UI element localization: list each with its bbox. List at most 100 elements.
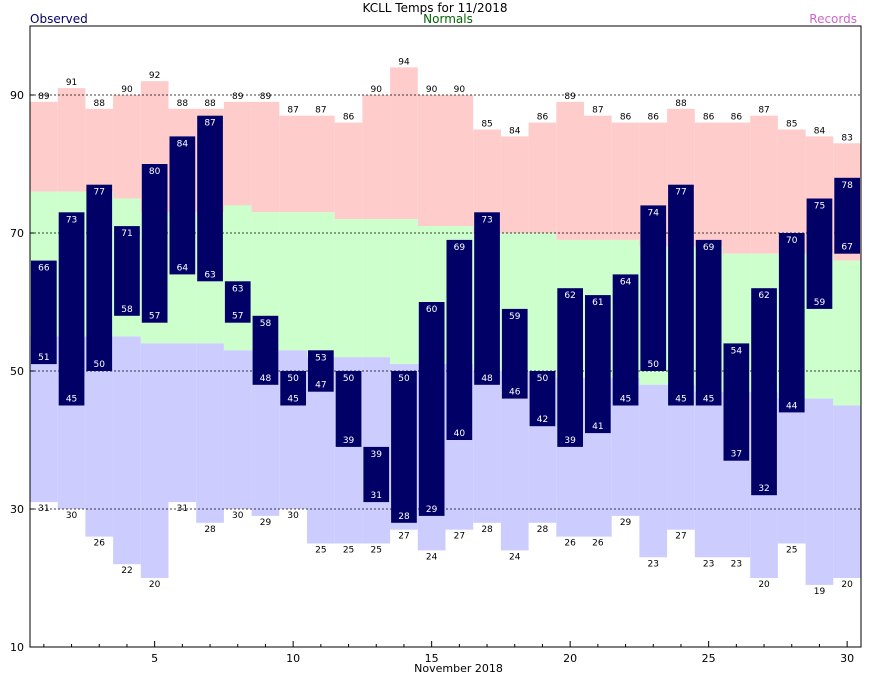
- observed-bar: [778, 233, 805, 413]
- observed-high-label: 64: [620, 277, 632, 287]
- record-low-label: 28: [481, 525, 493, 535]
- observed-high-label: 77: [94, 188, 105, 198]
- record-low-label: 24: [509, 552, 521, 562]
- observed-low-label: 50: [94, 360, 106, 370]
- observed-high-label: 87: [204, 119, 215, 129]
- record-high-label: 90: [426, 85, 438, 95]
- record-high-label: 86: [648, 113, 660, 123]
- record-high-label: 89: [232, 92, 244, 102]
- record-high-band: [584, 115, 612, 240]
- observed-low-label: 50: [648, 360, 660, 370]
- observed-high-label: 75: [814, 202, 825, 212]
- observed-bar: [751, 288, 777, 496]
- record-low-band: [113, 336, 141, 565]
- record-low-label: 25: [315, 546, 326, 556]
- x-tick-label: 10: [286, 652, 300, 665]
- observed-high-label: 69: [703, 243, 715, 253]
- record-high-band: [113, 95, 141, 199]
- x-tick-label: 30: [840, 652, 854, 665]
- observed-bar: [557, 288, 583, 447]
- observed-bar: [640, 205, 667, 371]
- record-low-label: 25: [343, 546, 354, 556]
- axis-tick-layer: 10 30 50 70 90 5 10 15 20 25 30: [10, 89, 854, 665]
- record-high-label: 89: [564, 92, 576, 102]
- observed-high-label: 77: [675, 188, 686, 198]
- legend-observed: Observed: [30, 12, 88, 26]
- record-high-band: [30, 101, 58, 192]
- observed-low-label: 29: [426, 505, 438, 515]
- observed-bar: [114, 226, 140, 316]
- record-low-label: 26: [94, 539, 106, 549]
- record-low-label: 30: [66, 511, 78, 521]
- record-low-label: 20: [758, 580, 770, 590]
- record-high-band: [445, 95, 474, 227]
- x-axis-label: November 2018: [414, 662, 503, 675]
- record-high-label: 88: [204, 99, 216, 109]
- normal-band: [362, 219, 391, 358]
- observed-bar: [335, 371, 362, 447]
- record-high-label: 86: [731, 113, 743, 123]
- record-low-band: [694, 391, 723, 558]
- observed-bar-layer: [31, 115, 860, 523]
- record-high-label: 83: [841, 133, 852, 143]
- observed-bar: [612, 274, 639, 406]
- record-high-label: 84: [814, 126, 826, 136]
- normal-band: [390, 219, 418, 365]
- plot-frame: [29, 25, 862, 648]
- y-tick-label: 30: [10, 503, 24, 516]
- record-high-label: 88: [177, 99, 189, 109]
- observed-bar: [363, 446, 390, 503]
- record-high-label: 85: [786, 120, 797, 130]
- record-high-band: [279, 115, 307, 213]
- observed-bar: [169, 136, 196, 275]
- record-low-band: [833, 405, 861, 578]
- record-high-band: [251, 101, 280, 213]
- record-high-band: [500, 136, 529, 233]
- record-high-label: 94: [398, 57, 410, 67]
- observed-bar: [391, 371, 417, 523]
- observed-high-label: 60: [426, 305, 438, 315]
- y-tick-label: 90: [10, 89, 24, 102]
- observed-low-label: 28: [398, 512, 410, 522]
- observed-low-label: 64: [177, 263, 189, 273]
- record-low-label: 20: [841, 580, 853, 590]
- record-high-label: 92: [149, 71, 160, 81]
- record-high-label: 91: [66, 78, 77, 88]
- observed-bar: [529, 371, 556, 427]
- observed-high-label: 78: [841, 181, 853, 191]
- record-high-label: 87: [315, 106, 326, 116]
- record-high-band: [556, 101, 584, 240]
- record-low-band: [667, 384, 695, 530]
- normal-band: [223, 205, 252, 351]
- observed-bar: [31, 260, 57, 365]
- y-tick-label: 10: [10, 641, 24, 654]
- record-high-label: 89: [260, 92, 272, 102]
- observed-low-label: 44: [786, 401, 798, 411]
- record-high-label: 87: [758, 106, 769, 116]
- observed-high-label: 50: [398, 374, 410, 384]
- observed-bar: [695, 239, 722, 406]
- record-high-label: 88: [94, 99, 106, 109]
- observed-low-label: 48: [260, 374, 272, 384]
- record-low-band: [168, 343, 197, 503]
- normal-band: [307, 212, 335, 358]
- observed-bar: [585, 295, 611, 434]
- record-high-label: 87: [287, 106, 298, 116]
- record-low-label: 30: [232, 511, 244, 521]
- record-high-label: 85: [481, 120, 492, 130]
- observed-bar: [280, 371, 306, 406]
- record-low-label: 31: [38, 504, 49, 514]
- record-low-band: [500, 371, 529, 551]
- observed-bar: [141, 164, 168, 323]
- x-tick-label: 5: [151, 652, 158, 665]
- record-low-label: 20: [149, 580, 161, 590]
- observed-bar: [668, 184, 694, 406]
- observed-low-label: 40: [454, 429, 466, 439]
- record-low-label: 23: [648, 559, 659, 569]
- observed-bar: [197, 115, 223, 282]
- normal-band: [528, 233, 557, 371]
- x-tick-label: 20: [563, 652, 577, 665]
- record-high-band: [57, 88, 86, 192]
- observed-bar: [418, 302, 445, 516]
- observed-high-label: 74: [648, 208, 660, 218]
